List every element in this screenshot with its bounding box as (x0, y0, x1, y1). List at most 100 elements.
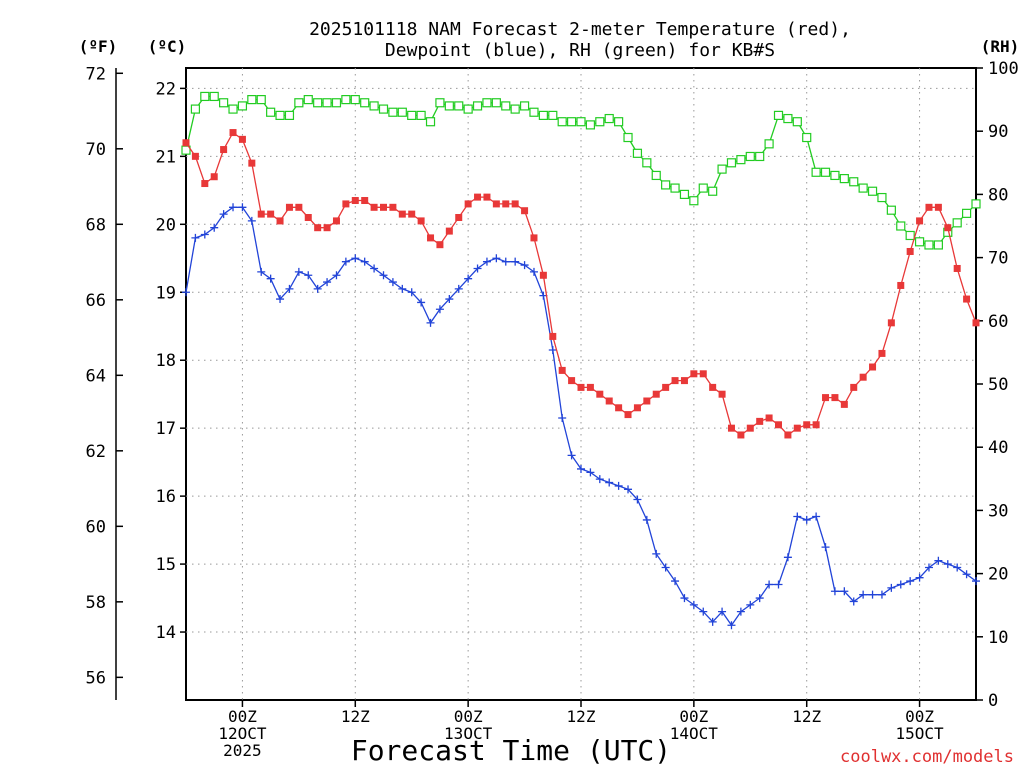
time-tick-label: 12Z (792, 707, 821, 726)
temperature-point (276, 217, 284, 225)
temperature-point (201, 180, 209, 188)
dewpoint-point (765, 580, 774, 589)
temperature-point (511, 200, 519, 208)
rh-tick-label: 40 (988, 438, 1008, 458)
celsius-tick-label: 18 (156, 351, 176, 371)
rh-point (830, 170, 840, 181)
fahrenheit-tick-label: 62 (86, 442, 106, 462)
dewpoint-point (398, 284, 407, 293)
dewpoint-point (558, 413, 567, 422)
temperature-point (671, 377, 679, 385)
rh-tick-label: 20 (988, 565, 1008, 585)
temperature-point (615, 404, 623, 412)
fahrenheit-unit-label: (ºF) (79, 37, 118, 56)
temperature-point (257, 210, 265, 218)
series-rh (181, 91, 981, 250)
dewpoint-point (388, 278, 397, 287)
rh-point (689, 196, 699, 206)
dewpoint-point (323, 278, 332, 287)
rh-point (341, 94, 351, 105)
rh-point (726, 158, 737, 168)
dewpoint-point (633, 495, 642, 504)
temperature-point (267, 210, 275, 218)
rh-point (388, 107, 398, 117)
dewpoint-point (755, 594, 764, 603)
credit-label: coolwx.com/models (840, 747, 1014, 767)
rh-point (614, 117, 624, 127)
fahrenheit-tick-label: 64 (86, 366, 106, 386)
temperature-point (229, 129, 237, 137)
dewpoint-point (276, 295, 285, 304)
temperature-point (502, 200, 510, 208)
dewpoint-point (200, 230, 209, 239)
time-tick-label: 2025 (223, 741, 262, 760)
rh-point (247, 94, 257, 105)
rh-point (811, 167, 821, 177)
temperature-point (822, 394, 830, 402)
series-dewpoint (182, 203, 980, 630)
temperature-point (417, 217, 425, 225)
temperature-point (549, 332, 557, 340)
temperature-point (408, 210, 416, 218)
rh-point (482, 98, 492, 108)
rh-tick-label: 30 (988, 501, 1008, 521)
celsius-tick-label: 19 (156, 283, 176, 303)
x-axis-label: Forecast Time (UTC) (351, 734, 671, 767)
rh-point (501, 101, 511, 111)
rh-point (576, 117, 586, 127)
temperature-point (577, 383, 585, 391)
dewpoint-point (210, 223, 219, 232)
temperature-point (530, 234, 538, 242)
fahrenheit-tick-label: 66 (86, 291, 106, 311)
temperature-point (220, 146, 228, 154)
rh-point (839, 174, 849, 184)
temperature-point (210, 173, 218, 181)
rh-point (275, 110, 285, 121)
dewpoint-point (821, 543, 830, 552)
dewpoint-point (294, 267, 303, 276)
dewpoint-point (746, 600, 755, 609)
dewpoint-point (868, 590, 877, 599)
temperature-point (182, 139, 190, 147)
dewpoint-point (783, 553, 792, 562)
time-tick-label: 12OCT (218, 724, 267, 743)
rh-point (529, 107, 539, 117)
dewpoint-point (736, 607, 745, 616)
rh-point (237, 101, 248, 111)
dewpoint-point (708, 617, 717, 626)
dewpoint-point (313, 284, 322, 293)
temperature-point (455, 214, 463, 222)
temperature-point (916, 217, 924, 225)
temperature-point (624, 411, 632, 419)
dewpoint-point (849, 597, 858, 606)
fahrenheit-tick-label: 56 (86, 668, 106, 688)
celsius-tick-label: 20 (156, 215, 176, 235)
dewpoint-point (671, 577, 680, 586)
chart-title-line-2: Dewpoint (blue), RH (green) for KB#S (385, 40, 775, 61)
dewpoint-point (972, 577, 980, 586)
dewpoint-point (219, 210, 228, 219)
rh-point (519, 101, 530, 111)
rh-point (538, 110, 548, 121)
temperature-point (906, 247, 914, 255)
rh-point (971, 199, 981, 209)
dewpoint-point (520, 261, 529, 270)
dewpoint-point (332, 271, 341, 280)
celsius-unit-label: (ºC) (148, 37, 187, 56)
dewpoint-point (548, 346, 557, 355)
temperature-point (248, 159, 256, 167)
dewpoint-point (454, 284, 463, 293)
temperature-point (680, 377, 688, 385)
dewpoint-point (417, 298, 426, 307)
dewpoint-point (614, 481, 623, 490)
dewpoint-point (473, 264, 482, 273)
rh-point (905, 230, 915, 241)
rh-point (303, 94, 313, 105)
rh-point (548, 110, 558, 121)
rh-tick-label: 90 (988, 122, 1008, 142)
time-tick-label: 14OCT (670, 724, 719, 743)
rh-point (736, 155, 746, 165)
rh-point (886, 205, 896, 215)
fahrenheit-tick-label: 58 (86, 593, 106, 613)
temperature-point (887, 319, 895, 327)
